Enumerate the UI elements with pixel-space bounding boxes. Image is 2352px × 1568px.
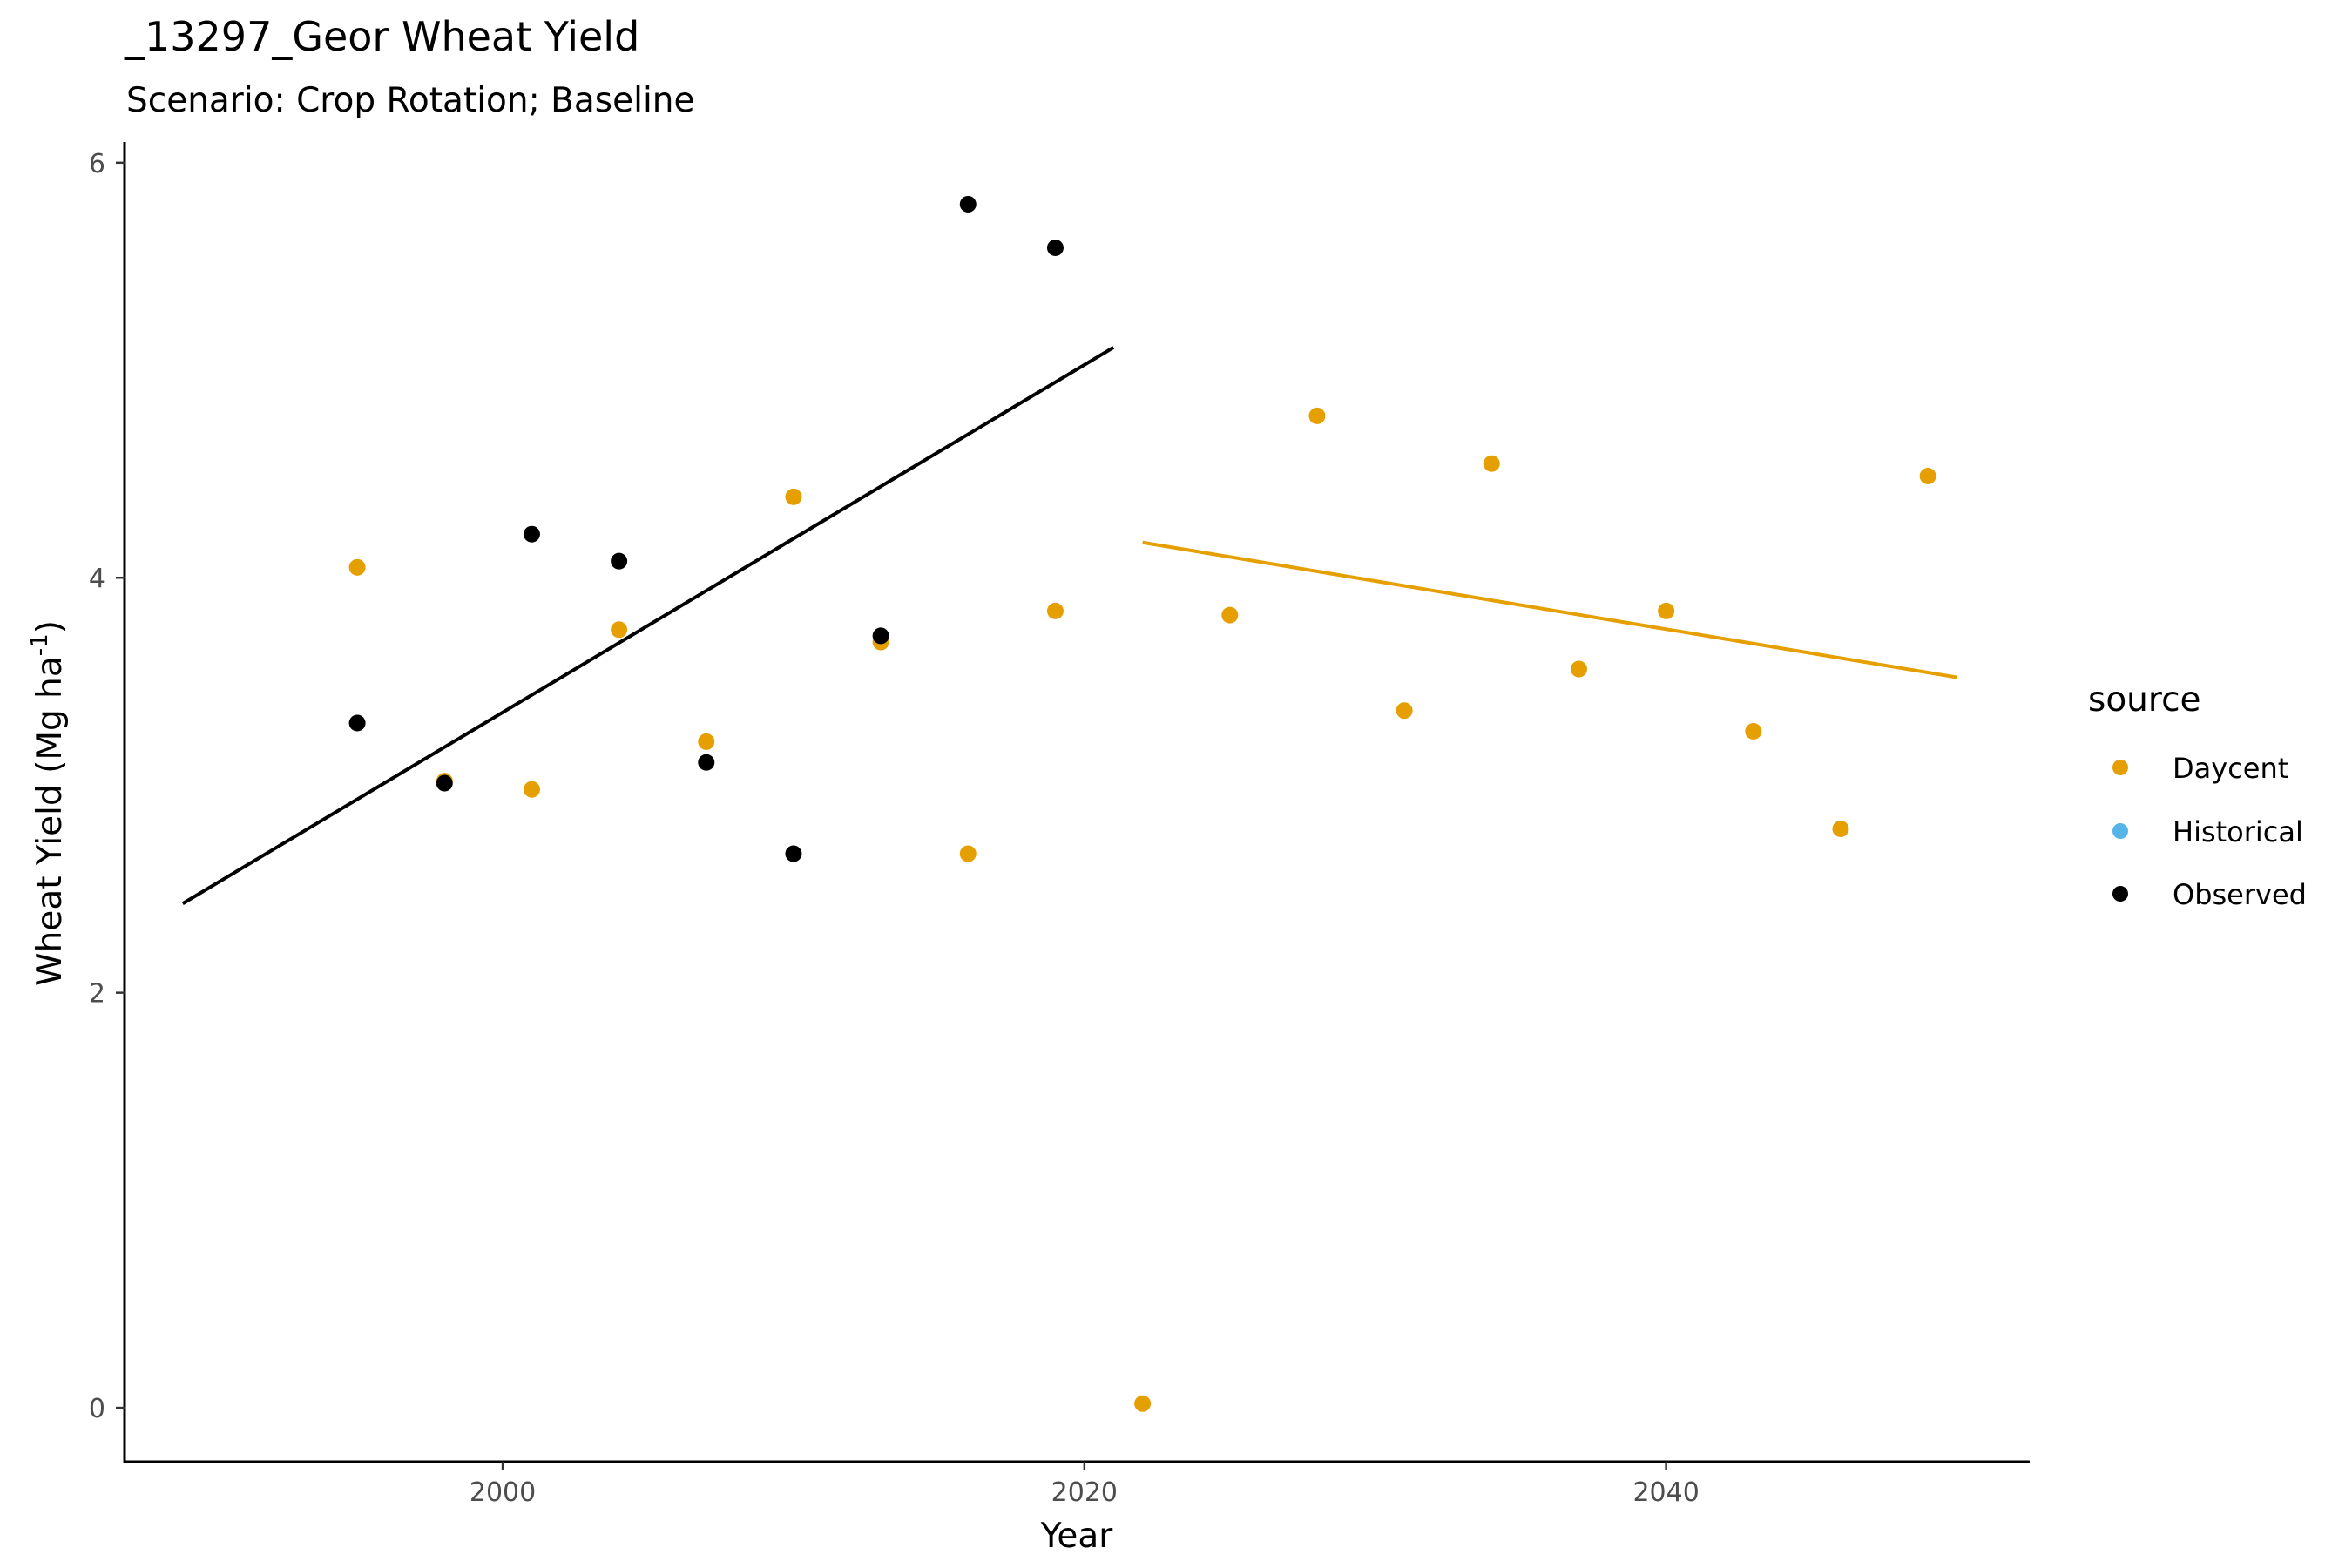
chart-subtitle: Scenario: Crop Rotation; Baseline	[126, 81, 695, 120]
legend-label-historical: Historical	[2173, 815, 2303, 848]
data-point-daycent	[1221, 606, 1239, 624]
data-point-daycent	[1832, 820, 1849, 837]
legend-label-observed: Observed	[2173, 878, 2307, 911]
data-point-daycent	[1745, 723, 1762, 740]
data-point-daycent	[698, 733, 715, 750]
data-point-daycent	[959, 845, 977, 862]
y-tick-label: 6	[89, 149, 105, 179]
y-axis-title-close: )	[30, 620, 70, 633]
legend: source Daycent Historical Observed	[2088, 680, 2307, 911]
data-point-daycent	[1134, 1395, 1152, 1412]
data-point-observed	[959, 195, 977, 213]
y-axis-ticks: 0 2 4 6	[89, 149, 125, 1424]
data-point-daycent	[1396, 702, 1413, 720]
y-tick-label: 2	[89, 979, 105, 1010]
chart-title: _13297_Geor Wheat Yield	[124, 13, 639, 60]
legend-entry-historical: Historical	[2112, 815, 2303, 848]
data-point-observed	[611, 552, 628, 570]
data-point-daycent	[611, 621, 628, 639]
x-axis-ticks: 2000 2020 2040	[470, 1462, 1700, 1508]
data-point-daycent	[1046, 602, 1064, 619]
plot-area	[181, 195, 1957, 1412]
data-point-daycent	[1658, 602, 1675, 619]
data-point-observed	[785, 845, 802, 862]
legend-entry-observed: Observed	[2112, 878, 2307, 911]
y-axis-title: Wheat Yield (Mg ha-1)	[27, 620, 70, 986]
data-point-observed	[523, 525, 540, 543]
y-tick-label: 0	[89, 1394, 105, 1424]
y-tick-label: 4	[89, 564, 105, 594]
legend-key-historical	[2112, 823, 2128, 839]
x-axis-title: Year	[1040, 1517, 1114, 1556]
x-tick-label: 2040	[1632, 1477, 1699, 1508]
data-point-daycent	[785, 488, 802, 505]
data-point-observed	[872, 627, 889, 645]
data-point-observed	[1046, 239, 1064, 256]
data-point-daycent	[1483, 455, 1500, 472]
legend-title: source	[2088, 680, 2201, 720]
legend-label-daycent: Daycent	[2173, 752, 2288, 785]
data-point-daycent	[523, 781, 540, 798]
data-point-observed	[698, 754, 715, 771]
y-axis-title-main: Wheat Yield (Mg ha	[30, 656, 70, 986]
legend-key-observed	[2112, 886, 2128, 902]
legend-key-daycent	[2112, 760, 2128, 775]
data-point-observed	[436, 774, 453, 792]
data-point-daycent	[1308, 407, 1326, 424]
x-tick-label: 2000	[470, 1477, 536, 1508]
trend-line-observed	[181, 346, 1115, 905]
y-axis-title-superscript: -1	[27, 633, 53, 656]
data-point-daycent	[1570, 660, 1587, 678]
legend-entry-daycent: Daycent	[2112, 752, 2288, 785]
data-point-daycent	[348, 558, 366, 576]
data-point-daycent	[1919, 468, 1936, 485]
x-tick-label: 2020	[1051, 1477, 1118, 1508]
trend-line-daycent	[1142, 540, 1957, 679]
data-point-observed	[348, 714, 366, 732]
